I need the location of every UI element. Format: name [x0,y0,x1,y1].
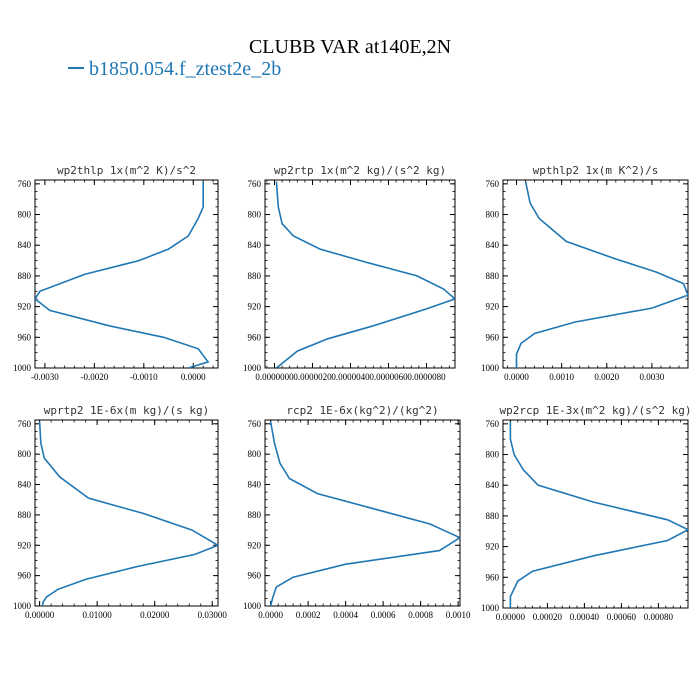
x-tick-label: 0.0000000 [255,372,294,382]
y-tick-label: 760 [248,179,262,189]
y-tick-label: 960 [18,332,32,342]
x-tick-label: 0.00080 [644,612,674,622]
y-tick-label: 800 [18,449,32,459]
panel-title: wpthlp2 1x(m K^2)/s [533,164,659,177]
series-line [269,421,460,606]
x-tick-label: -0.0020 [80,372,108,382]
y-tick-label: 840 [486,240,500,250]
series-line [515,181,688,368]
x-tick-label: 0.0000080 [407,372,446,382]
y-tick-label: 800 [248,210,262,220]
panel-title: wprtp2 1E-6x(m kg)/(s kg) [44,404,210,417]
y-tick-label: 840 [18,480,32,490]
x-tick-label: 0.0000 [181,372,206,382]
y-tick-label: 1000 [13,363,32,373]
y-tick-label: 960 [486,332,500,342]
y-tick-label: 800 [248,449,262,459]
plot-frame [502,179,689,369]
panel-2: wp2rtp 1x(m^2 kg)/(s^2 kg) 760 800 840 880 92… [243,164,456,382]
x-tick-label: 0.00040 [570,612,600,622]
x-tick-label: 0.0000060 [369,372,408,382]
panel-title: rcp2 1E-6x(kg^2)/(kg^2) [286,404,438,417]
y-tick-label: 880 [486,271,500,281]
panel-1: wp2thlp 1x(m^2 K)/s^2 760 800 840 880 920 960 1… [13,164,219,382]
panel-3: wpthlp2 1x(m K^2)/s 760 800 840 880 920 960 100… [481,164,689,382]
y-tick-label: 760 [486,419,500,429]
panel-6: wp2rcp 1E-3x(m^2 kg)/(s^2 kg) 760 800 840 88… [481,404,692,622]
x-tick-label: 0.0020 [594,372,619,382]
y-tick-label: 960 [248,571,262,581]
plot-frame [264,419,461,607]
x-tick-label: -0.0030 [31,372,59,382]
y-tick-label: 920 [486,542,500,552]
y-tick-label: 1000 [13,601,32,611]
y-tick-label: 880 [486,511,500,521]
y-tick-label: 920 [18,540,32,550]
x-tick-label: 0.00000 [25,610,55,620]
x-tick-label: 0.00000 [496,612,526,622]
x-tick-label: 0.0000 [258,610,283,620]
y-tick-label: 840 [486,480,500,490]
y-tick-label: 960 [486,572,500,582]
y-tick-label: 880 [18,271,32,281]
x-tick-label: 0.01000 [83,610,113,620]
y-tick-label: 1000 [243,601,262,611]
x-tick-label: 0.0000 [504,372,529,382]
panel-4: wprtp2 1E-6x(m kg)/(s kg) 760 800 840 880 920… [13,404,227,620]
x-tick-label: 0.03000 [198,610,228,620]
y-tick-label: 800 [486,210,500,220]
y-tick-label: 960 [248,332,262,342]
y-tick-label: 840 [18,240,32,250]
y-tick-label: 840 [248,480,262,490]
legend-line-icon [68,67,84,70]
x-tick-label: -0.0010 [130,372,158,382]
plot-frame [502,419,689,609]
x-tick-label: 0.00060 [607,612,637,622]
x-tick-label: 0.0000020 [293,372,332,382]
plot-frame [34,179,219,369]
series-line [35,181,210,368]
x-tick-label: 0.0010 [549,372,574,382]
legend: b1850.054.f_ztest2e_2b [68,58,281,81]
plot-frame [34,419,219,607]
y-tick-label: 760 [248,419,262,429]
x-tick-label: 0.0002 [296,610,321,620]
panel-title: wp2rcp 1E-3x(m^2 kg)/(s^2 kg) [499,404,691,417]
y-tick-label: 920 [248,540,262,550]
series-line [275,181,455,368]
x-tick-label: 0.0006 [371,610,396,620]
x-tick-label: 0.0010 [446,610,471,620]
y-tick-label: 880 [248,510,262,520]
x-tick-label: 0.0030 [640,372,665,382]
plot-frame [264,179,456,369]
y-tick-label: 1000 [243,363,262,373]
y-tick-label: 760 [18,179,32,189]
y-tick-label: 840 [248,240,262,250]
x-tick-label: 0.0004 [333,610,358,620]
series-line [509,421,688,608]
y-tick-label: 800 [486,450,500,460]
y-tick-label: 1000 [481,363,500,373]
y-tick-label: 760 [18,419,32,429]
panel-title: wp2thlp 1x(m^2 K)/s^2 [57,164,196,177]
panel-5: rcp2 1E-6x(kg^2)/(kg^2) 760 800 840 880 920 96… [243,404,471,620]
legend-label: b1850.054.f_ztest2e_2b [89,58,282,80]
y-tick-label: 880 [18,510,32,520]
y-tick-label: 880 [248,271,262,281]
y-tick-label: 1000 [481,603,500,613]
figure-title: CLUBB VAR at140E,2N [248,36,452,58]
y-tick-label: 960 [18,571,32,581]
x-tick-label: 0.0000040 [331,372,370,382]
x-tick-label: 0.00020 [533,612,563,622]
y-tick-label: 920 [248,302,262,312]
y-tick-label: 920 [486,302,500,312]
panel-title: wp2rtp 1x(m^2 kg)/(s^2 kg) [274,164,446,177]
x-tick-label: 0.02000 [140,610,170,620]
series-line [38,421,218,606]
y-tick-label: 800 [18,210,32,220]
x-tick-label: 0.0008 [408,610,433,620]
y-tick-label: 920 [18,302,32,312]
y-tick-label: 760 [486,179,500,189]
